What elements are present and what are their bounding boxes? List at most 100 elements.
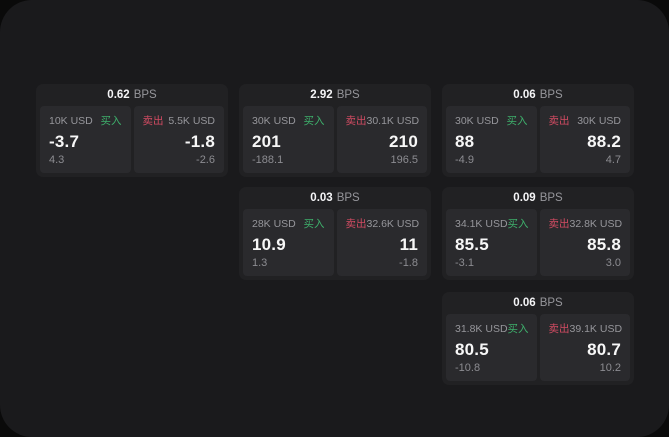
- panels-row: 28K USD 买入 10.9 1.3 卖出 32.6K USD 11 -1.8: [239, 209, 431, 280]
- buy-amount: 34.1K USD: [455, 218, 508, 230]
- sell-side-label: 卖出: [548, 218, 570, 230]
- card-header: 0.09 BPS: [442, 187, 634, 209]
- quote-card-5: 0.09 BPS 34.1K USD 买入 85.5 -3.1 卖出 32.8K…: [442, 187, 634, 280]
- buy-change: -3.1: [455, 257, 474, 269]
- card-header: 0.03 BPS: [239, 187, 431, 209]
- panels-row: 10K USD 买入 -3.7 4.3 卖出 5.5K USD -1.8 -2.…: [36, 106, 228, 177]
- buy-price: 80.5: [455, 340, 489, 359]
- sell-panel[interactable]: 卖出 32.6K USD 11 -1.8: [336, 209, 427, 276]
- panels-row: 31.8K USD 买入 80.5 -10.8 卖出 39.1K USD 80.…: [442, 314, 634, 385]
- sell-panel-top: 卖出 32.8K USD: [548, 216, 623, 231]
- sell-panel-top: 卖出 30K USD: [549, 113, 622, 128]
- sell-amount: 32.8K USD: [569, 218, 623, 230]
- card-header: 0.06 BPS: [442, 84, 634, 106]
- buy-price: 10.9: [252, 235, 286, 254]
- quote-card-6: 0.06 BPS 31.8K USD 买入 80.5 -10.8 卖出 39.1…: [442, 292, 634, 385]
- sell-price: 11: [399, 235, 418, 254]
- sell-panel-top: 卖出 5.5K USD: [143, 113, 216, 128]
- sell-price: 80.7: [587, 340, 621, 359]
- buy-panel-top: 28K USD 买入: [252, 216, 325, 231]
- buy-price: 88: [455, 132, 475, 151]
- buy-side-label: 买入: [100, 115, 122, 127]
- buy-panel[interactable]: 34.1K USD 买入 85.5 -3.1: [446, 209, 537, 276]
- panels-row: 30K USD 买入 201 -188.1 卖出 30.1K USD 210 1…: [239, 106, 431, 177]
- quote-card-2: 2.92 BPS 30K USD 买入 201 -188.1 卖出 30.1K …: [239, 84, 431, 177]
- sell-price: -1.8: [184, 132, 215, 151]
- sell-amount: 30.1K USD: [366, 115, 420, 127]
- panels-row: 30K USD 买入 88 -4.9 卖出 30K USD 88.2 4.7: [442, 106, 634, 177]
- card-header: 0.06 BPS: [442, 292, 634, 314]
- buy-change: -10.8: [455, 362, 481, 374]
- sell-change: 4.7: [605, 154, 621, 166]
- sell-panel[interactable]: 卖出 5.5K USD -1.8 -2.6: [133, 106, 224, 173]
- buy-price: -3.7: [49, 132, 80, 151]
- buy-amount: 28K USD: [252, 218, 296, 230]
- buy-side-label: 买入: [303, 218, 325, 230]
- buy-price: 85.5: [455, 235, 489, 254]
- sell-amount: 5.5K USD: [168, 115, 215, 127]
- buy-side-label: 买入: [507, 323, 529, 335]
- sell-panel[interactable]: 卖出 39.1K USD 80.7 10.2: [539, 314, 630, 381]
- bps-unit-label: BPS: [539, 297, 563, 309]
- buy-panel-top: 34.1K USD 买入: [455, 216, 529, 231]
- sell-panel-top: 卖出 39.1K USD: [548, 321, 623, 336]
- buy-amount: 31.8K USD: [455, 323, 508, 335]
- bps-spread-value: 0.03: [310, 192, 333, 204]
- sell-change: 196.5: [390, 154, 418, 166]
- buy-panel-top: 30K USD 买入: [252, 113, 325, 128]
- buy-panel-top: 10K USD 买入: [49, 113, 122, 128]
- sell-price: 88.2: [587, 132, 621, 151]
- card-header: 2.92 BPS: [239, 84, 431, 106]
- sell-side-label: 卖出: [345, 218, 367, 230]
- buy-change: -188.1: [252, 154, 284, 166]
- sell-change: -1.8: [399, 257, 418, 269]
- quote-card-4: 0.03 BPS 28K USD 买入 10.9 1.3 卖出 32.6K US…: [239, 187, 431, 280]
- buy-panel[interactable]: 31.8K USD 买入 80.5 -10.8: [446, 314, 537, 381]
- buy-amount: 30K USD: [455, 115, 499, 127]
- sell-price: 210: [389, 132, 418, 151]
- bps-unit-label: BPS: [336, 192, 360, 204]
- card-header: 0.62 BPS: [36, 84, 228, 106]
- bps-unit-label: BPS: [336, 89, 360, 101]
- sell-panel[interactable]: 卖出 30.1K USD 210 196.5: [336, 106, 427, 173]
- sell-side-label: 卖出: [548, 323, 570, 335]
- bps-unit-label: BPS: [539, 89, 563, 101]
- buy-panel[interactable]: 30K USD 买入 201 -188.1: [243, 106, 334, 173]
- buy-change: 4.3: [49, 154, 65, 166]
- buy-price: 201: [252, 132, 281, 151]
- bps-unit-label: BPS: [133, 89, 157, 101]
- quote-card-1: 0.62 BPS 10K USD 买入 -3.7 4.3 卖出 5.5K USD…: [36, 84, 228, 177]
- buy-change: 1.3: [252, 257, 268, 269]
- sell-panel[interactable]: 卖出 32.8K USD 85.8 3.0: [539, 209, 630, 276]
- buy-side-label: 买入: [303, 115, 325, 127]
- sell-panel[interactable]: 卖出 30K USD 88.2 4.7: [539, 106, 630, 173]
- buy-side-label: 买入: [507, 218, 529, 230]
- buy-panel-top: 31.8K USD 买入: [455, 321, 529, 336]
- sell-side-label: 卖出: [345, 115, 367, 127]
- sell-side-label: 卖出: [142, 115, 164, 127]
- buy-amount: 30K USD: [252, 115, 296, 127]
- bps-spread-value: 0.06: [513, 297, 536, 309]
- buy-panel-top: 30K USD 买入: [455, 113, 528, 128]
- buy-side-label: 买入: [506, 115, 528, 127]
- buy-panel[interactable]: 28K USD 买入 10.9 1.3: [243, 209, 334, 276]
- buy-panel[interactable]: 30K USD 买入 88 -4.9: [446, 106, 537, 173]
- panels-row: 34.1K USD 买入 85.5 -3.1 卖出 32.8K USD 85.8…: [442, 209, 634, 280]
- bps-spread-value: 2.92: [310, 89, 333, 101]
- sell-side-label: 卖出: [548, 115, 570, 127]
- sell-change: 10.2: [599, 362, 621, 374]
- sell-price: 85.8: [587, 235, 621, 254]
- sell-amount: 30K USD: [577, 115, 621, 127]
- bps-spread-value: 0.09: [513, 192, 536, 204]
- bps-spread-value: 0.62: [107, 89, 130, 101]
- sell-panel-top: 卖出 30.1K USD: [345, 113, 420, 128]
- buy-amount: 10K USD: [49, 115, 93, 127]
- buy-panel[interactable]: 10K USD 买入 -3.7 4.3: [40, 106, 131, 173]
- sell-change: -2.6: [196, 154, 215, 166]
- sell-amount: 39.1K USD: [569, 323, 623, 335]
- buy-change: -4.9: [455, 154, 474, 166]
- sell-change: 3.0: [605, 257, 621, 269]
- bps-spread-value: 0.06: [513, 89, 536, 101]
- quote-card-3: 0.06 BPS 30K USD 买入 88 -4.9 卖出 30K USD 8…: [442, 84, 634, 177]
